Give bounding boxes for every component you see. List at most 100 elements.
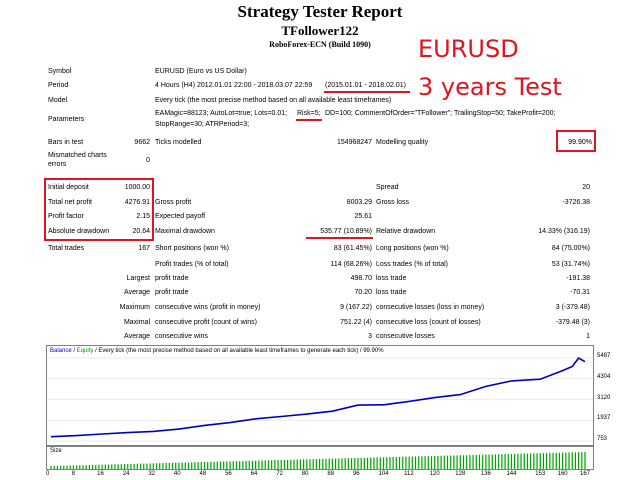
size-bar [277, 460, 279, 469]
size-bar [357, 457, 359, 469]
size-bar [120, 464, 122, 469]
max-cons-losses-value: 3 (-379.48) [555, 304, 590, 311]
mismatch-label-2: errors [48, 161, 67, 168]
symbol-label: Symbol [48, 68, 72, 75]
report-title: Strategy Tester Report [237, 2, 403, 21]
average-loss-value: -70.31 [570, 289, 590, 296]
x-tick-label: 167 [580, 471, 591, 477]
size-bar [309, 459, 311, 469]
size-bar [53, 465, 55, 469]
expected-payoff-label: Expected payoff [155, 213, 206, 220]
y-tick-label: 4304 [597, 373, 611, 380]
size-bar [296, 459, 298, 469]
size-bar [95, 464, 97, 469]
size-bar [232, 461, 234, 469]
size-bar [59, 465, 62, 469]
size-bar [418, 456, 420, 469]
x-tick-label: 16 [97, 471, 104, 477]
maximal-label: Maximal [123, 319, 150, 326]
average-profit-value: 70.20 [354, 289, 372, 296]
size-bar [210, 461, 212, 469]
gross-loss-label: Gross loss [376, 199, 410, 206]
size-bar [197, 462, 199, 469]
largest-loss-label: loss trade [376, 275, 407, 282]
size-bar [181, 462, 183, 469]
size-bar [117, 464, 119, 469]
x-tick-label: 56 [225, 471, 232, 477]
size-bar [411, 456, 413, 469]
loss-trades-label: Loss trades (% of total) [376, 261, 448, 268]
largest-profit-label: profit trade [155, 275, 189, 282]
size-bar [149, 463, 151, 469]
size-bar [303, 459, 305, 469]
size-bar [501, 454, 503, 469]
ticks-label: Ticks modelled [155, 139, 202, 146]
modelling-highlight [556, 130, 596, 152]
initial-deposit-label: Initial deposit [48, 184, 89, 191]
long-positions-value: 84 (75.00%) [551, 245, 590, 252]
maximal-cons-profit-label: consecutive profit (count of wins) [155, 319, 257, 326]
parameters-label: Parameters [48, 116, 85, 123]
size-bar [488, 454, 490, 469]
size-bar [223, 461, 225, 469]
net-profit-label: Total net profit [48, 199, 92, 206]
x-tick-label: 88 [327, 471, 335, 477]
period-range: (2015.01.01 - 2018.02.01) [325, 82, 406, 89]
size-bar [139, 463, 142, 469]
size-bar [315, 459, 318, 469]
size-bar [392, 457, 394, 469]
model-label: Model [48, 97, 68, 104]
size-bar [287, 459, 289, 469]
size-bar [283, 459, 286, 469]
average-loss-label: loss trade [376, 289, 407, 296]
size-bar [427, 456, 429, 469]
maximal-cons-loss-label: consecutive loss (count of losses) [376, 319, 481, 326]
x-tick-label: 160 [557, 471, 568, 477]
size-bar [408, 456, 410, 469]
size-bar [530, 453, 532, 469]
size-bar [245, 460, 247, 469]
x-tick-label: 136 [480, 471, 491, 477]
x-tick-label: 64 [250, 471, 258, 477]
x-tick-label: 153 [535, 471, 546, 477]
size-bar [290, 459, 292, 469]
size-bar [79, 465, 81, 469]
size-chart: Size [46, 446, 594, 470]
size-bar [366, 457, 369, 469]
legend-description: / Every tick (the most precise method ba… [95, 348, 384, 354]
legend-balance: Balance [50, 348, 72, 354]
size-bar [475, 454, 477, 469]
parameters-line1-c: DD=100; CommentOfOrder="TFollower"; Trai… [325, 110, 556, 117]
size-bar [536, 453, 538, 469]
average2-label: Average [124, 333, 150, 340]
size-bar [63, 465, 65, 469]
ea-name: TFollower122 [281, 23, 359, 38]
size-bar [341, 458, 343, 469]
size-bar [437, 455, 439, 469]
size-bar [191, 462, 193, 469]
gross-profit-label: Gross profit [155, 199, 192, 206]
abs-drawdown-label: Absolute drawdown [48, 228, 110, 235]
size-bar [440, 455, 442, 469]
size-bar [446, 455, 449, 469]
legend-separator: / [73, 348, 76, 354]
largest-profit-value: 498.70 [350, 275, 372, 282]
size-bar [274, 460, 276, 469]
size-chart-canvas [50, 452, 586, 469]
largest-label: Largest [126, 275, 150, 282]
x-tick-label: 40 [173, 471, 181, 477]
size-bar [482, 454, 484, 469]
size-bar [562, 452, 564, 469]
size-bar [264, 460, 266, 469]
size-bar [162, 463, 164, 469]
period-value: 4 Hours (H4) 2012.01.01 22:00 - 2018.03.… [155, 82, 313, 89]
size-bar [123, 464, 126, 469]
size-bar [379, 457, 381, 469]
size-bar [312, 459, 314, 469]
size-bar [178, 462, 180, 469]
size-bar [200, 462, 202, 469]
size-bar [261, 460, 263, 469]
size-bar [376, 457, 378, 469]
size-bar [507, 454, 509, 469]
size-bar [386, 457, 388, 469]
